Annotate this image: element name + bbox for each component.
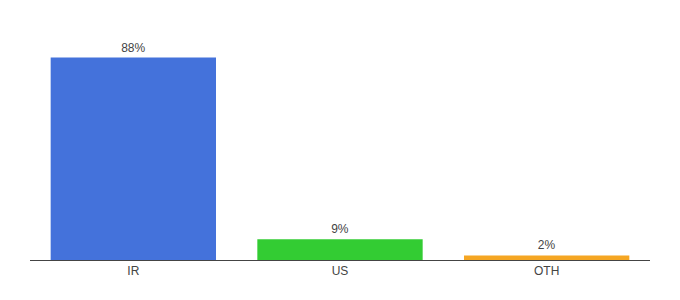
svg-text:2%: 2% (538, 238, 556, 252)
svg-text:9%: 9% (331, 222, 349, 236)
svg-text:OTH: OTH (534, 264, 559, 278)
svg-text:US: US (332, 264, 349, 278)
svg-text:IR: IR (127, 264, 139, 278)
svg-text:88%: 88% (121, 41, 145, 55)
